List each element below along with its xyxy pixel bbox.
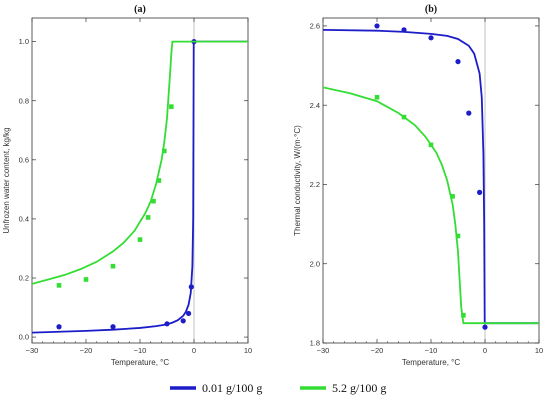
y-tick-label: 2.0 xyxy=(310,259,320,268)
panel-title: (b) xyxy=(425,4,437,15)
y-tick-label: 1.0 xyxy=(19,37,29,46)
panel-title: (a) xyxy=(134,4,146,15)
panel-b: −30 −20 −10 0 10 1.8 2.0 2.2 2.4 2.6 Temperature, … xyxy=(293,4,543,367)
data-point xyxy=(137,237,143,242)
data-point xyxy=(482,324,488,330)
data-point xyxy=(401,27,407,33)
data-point xyxy=(151,198,156,204)
data-point xyxy=(477,189,483,195)
y-tick-label: 0.4 xyxy=(19,215,29,224)
series-line-0 xyxy=(32,40,248,334)
data-point xyxy=(110,324,116,330)
data-point xyxy=(450,194,455,199)
series-line-1 xyxy=(32,40,248,285)
y-axis-label: Unfrozen water content, kg/kg xyxy=(2,127,11,233)
data-point xyxy=(180,318,186,324)
x-tick-label: −30 xyxy=(26,346,39,355)
series-line-1 xyxy=(323,86,539,325)
y-tick-label: 2.6 xyxy=(310,22,320,31)
x-tick-label: −10 xyxy=(425,346,438,355)
data-point xyxy=(164,321,170,327)
data-point xyxy=(162,148,167,154)
x-tick-label: −20 xyxy=(80,346,93,355)
data-point xyxy=(110,263,116,269)
x-tick-label: −30 xyxy=(317,346,330,355)
data-point xyxy=(374,94,380,100)
legend-label: 5.2 g/100 g xyxy=(332,381,386,395)
data-point xyxy=(156,178,162,183)
y-tick-label: 0.6 xyxy=(19,155,29,164)
data-point xyxy=(374,23,380,29)
data-point xyxy=(56,324,62,330)
data-point xyxy=(188,284,194,290)
y-tick-label: 2.2 xyxy=(310,180,320,189)
data-point xyxy=(455,233,461,239)
legend-label: 0.01 g/100 g xyxy=(202,381,262,395)
data-point xyxy=(56,283,62,288)
data-point xyxy=(145,215,151,220)
data-point xyxy=(428,142,434,148)
y-axis-label: Thermal conductivity, W/(m·°C) xyxy=(293,125,302,236)
x-tick-label: −10 xyxy=(134,346,147,355)
x-axis-label: Temperature, °C xyxy=(402,358,461,367)
series-line-0 xyxy=(323,28,539,325)
x-tick-label: −20 xyxy=(371,346,384,355)
data-point xyxy=(455,58,461,65)
plot-frame xyxy=(322,17,540,344)
x-tick-label: 0 xyxy=(192,346,196,355)
data-point xyxy=(169,104,174,109)
data-point xyxy=(466,110,472,116)
data-point xyxy=(83,277,89,282)
panel-a: −30 −20 −10 0 10 0.0 0.2 0.4 0.6 0.8 1.0 Temperatur… xyxy=(2,4,252,367)
data-point xyxy=(461,312,466,318)
x-tick-label: 10 xyxy=(244,346,252,355)
y-tick-label: 1.8 xyxy=(310,339,320,348)
y-tick-label: 2.4 xyxy=(310,101,320,110)
x-tick-label: 10 xyxy=(535,346,543,355)
y-tick-label: 0.2 xyxy=(19,274,29,283)
y-tick-label: 0.8 xyxy=(19,96,29,105)
plot-frame xyxy=(31,17,249,344)
legend: 0.01 g/100 g 5.2 g/100 g xyxy=(170,381,386,395)
data-point xyxy=(186,310,192,317)
x-tick-label: 0 xyxy=(483,346,487,355)
y-tick-label: 0.0 xyxy=(19,333,29,342)
data-point xyxy=(428,35,434,41)
data-point xyxy=(401,114,407,120)
x-axis-label: Temperature, °C xyxy=(111,358,170,367)
